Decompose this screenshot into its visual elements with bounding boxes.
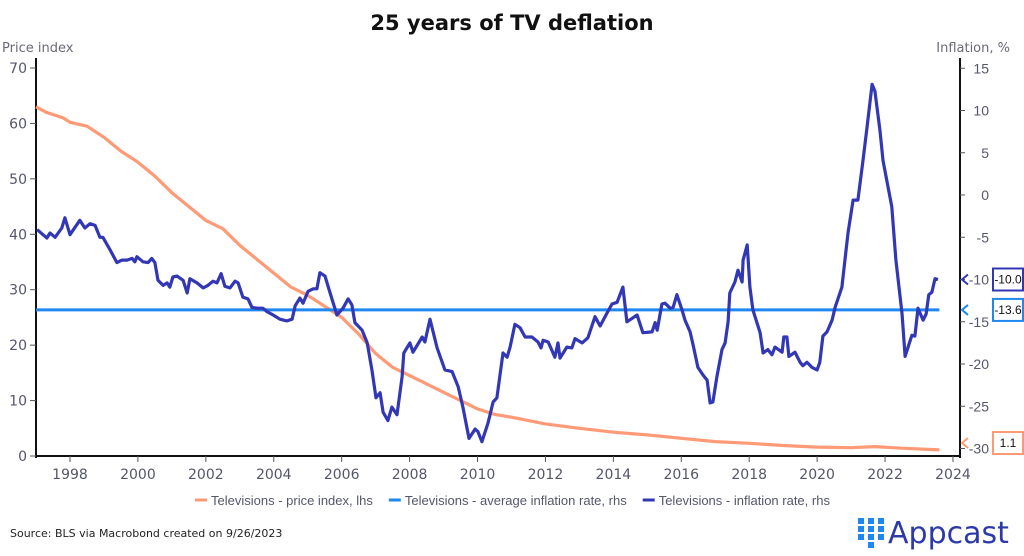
left-tick-label: 50	[9, 172, 27, 188]
logo-dot	[858, 518, 864, 524]
right-tick-label: -15	[969, 314, 989, 330]
x-tick-label: 2024	[935, 467, 971, 483]
x-tick-label: 2012	[528, 467, 564, 483]
right-tick-label: -30	[969, 441, 989, 457]
end-label-pointer-icon	[960, 273, 969, 286]
end-label-pointer-icon	[960, 304, 969, 316]
x-tick-label: 2020	[799, 467, 835, 483]
x-tick-label: 2018	[731, 467, 767, 483]
source-note: Source: BLS via Macrobond created on 9/2…	[10, 527, 282, 540]
x-tick-label: 1998	[52, 467, 88, 483]
x-tick-label: 2022	[867, 467, 903, 483]
left-tick-label: 30	[9, 283, 27, 299]
logo-dot	[858, 534, 864, 540]
left-tick-label: 60	[9, 116, 27, 132]
x-tick-label: 2008	[392, 467, 428, 483]
series-line-inflation-rate	[36, 82, 939, 444]
logo-text: Appcast	[888, 516, 1009, 551]
right-tick-label: 15	[973, 60, 989, 76]
logo-dot	[858, 526, 864, 532]
end-label-box	[992, 297, 1024, 322]
end-label-text: 1.1	[1000, 436, 1017, 450]
x-tick-label: 2006	[324, 467, 360, 483]
legend: Televisions - price index, lhs Television…	[195, 493, 830, 508]
logo-dot	[868, 526, 874, 532]
right-tick-label: -20	[969, 356, 989, 372]
left-tick-label: 0	[18, 449, 27, 465]
x-tick-label: 2016	[663, 467, 699, 483]
logo-dots-icon	[858, 518, 884, 548]
right-tick-label: 0	[981, 187, 989, 203]
right-tick-label: 5	[981, 145, 989, 161]
appcast-logo: Appcast	[858, 516, 1009, 551]
end-label-text: -10.0	[994, 273, 1022, 287]
legend-label: Televisions - inflation rate, rhs	[659, 493, 831, 508]
x-tick-label: 2004	[256, 467, 292, 483]
legend-label: Televisions - price index, lhs	[211, 493, 373, 508]
x-tick-label: 2010	[460, 467, 496, 483]
end-label-box	[992, 267, 1024, 292]
right-axis-label: Inflation, %	[936, 41, 1010, 56]
logo-dot	[878, 526, 884, 532]
right-tick-label: -5	[977, 229, 990, 245]
left-tick-label: 10	[9, 394, 27, 410]
series-lines	[35, 82, 940, 452]
legend-label: Televisions - average inflation rate, rh…	[405, 493, 627, 508]
right-tick-label: -10	[969, 272, 989, 288]
logo-dot	[868, 542, 874, 548]
left-tick-label: 20	[9, 338, 27, 354]
end-label-text: -13.6	[994, 303, 1022, 317]
logo-dot	[868, 534, 874, 540]
left-tick-label: 70	[9, 61, 27, 77]
logo-dot	[878, 518, 884, 524]
x-tick-label: 2000	[120, 467, 156, 483]
chart-title: 25 years of TV deflation	[370, 11, 653, 35]
left-axis-label: Price index	[2, 41, 74, 56]
right-tick-label: 10	[973, 103, 989, 119]
end-label-box	[992, 431, 1024, 455]
x-tick-label: 2014	[596, 467, 632, 483]
x-tick-label: 2002	[188, 467, 224, 483]
left-tick-label: 40	[9, 227, 27, 243]
end-label-average-inflation: -13.6	[960, 297, 1024, 322]
end-label-pointer-icon	[960, 437, 969, 449]
end-label-inflation-rate: -10.0	[960, 267, 1024, 292]
right-tick-label: -25	[969, 398, 989, 414]
axes: 1998 2000 2002 2004 2006 2008 2010 2012 2014 2016…	[9, 58, 989, 483]
end-labels: 1.1 -13.6 -10.0	[960, 267, 1024, 455]
logo-dot	[878, 534, 884, 540]
end-label-price-index: 1.1	[960, 431, 1024, 455]
series-line-price-index	[35, 105, 940, 452]
logo-dot	[868, 518, 874, 524]
